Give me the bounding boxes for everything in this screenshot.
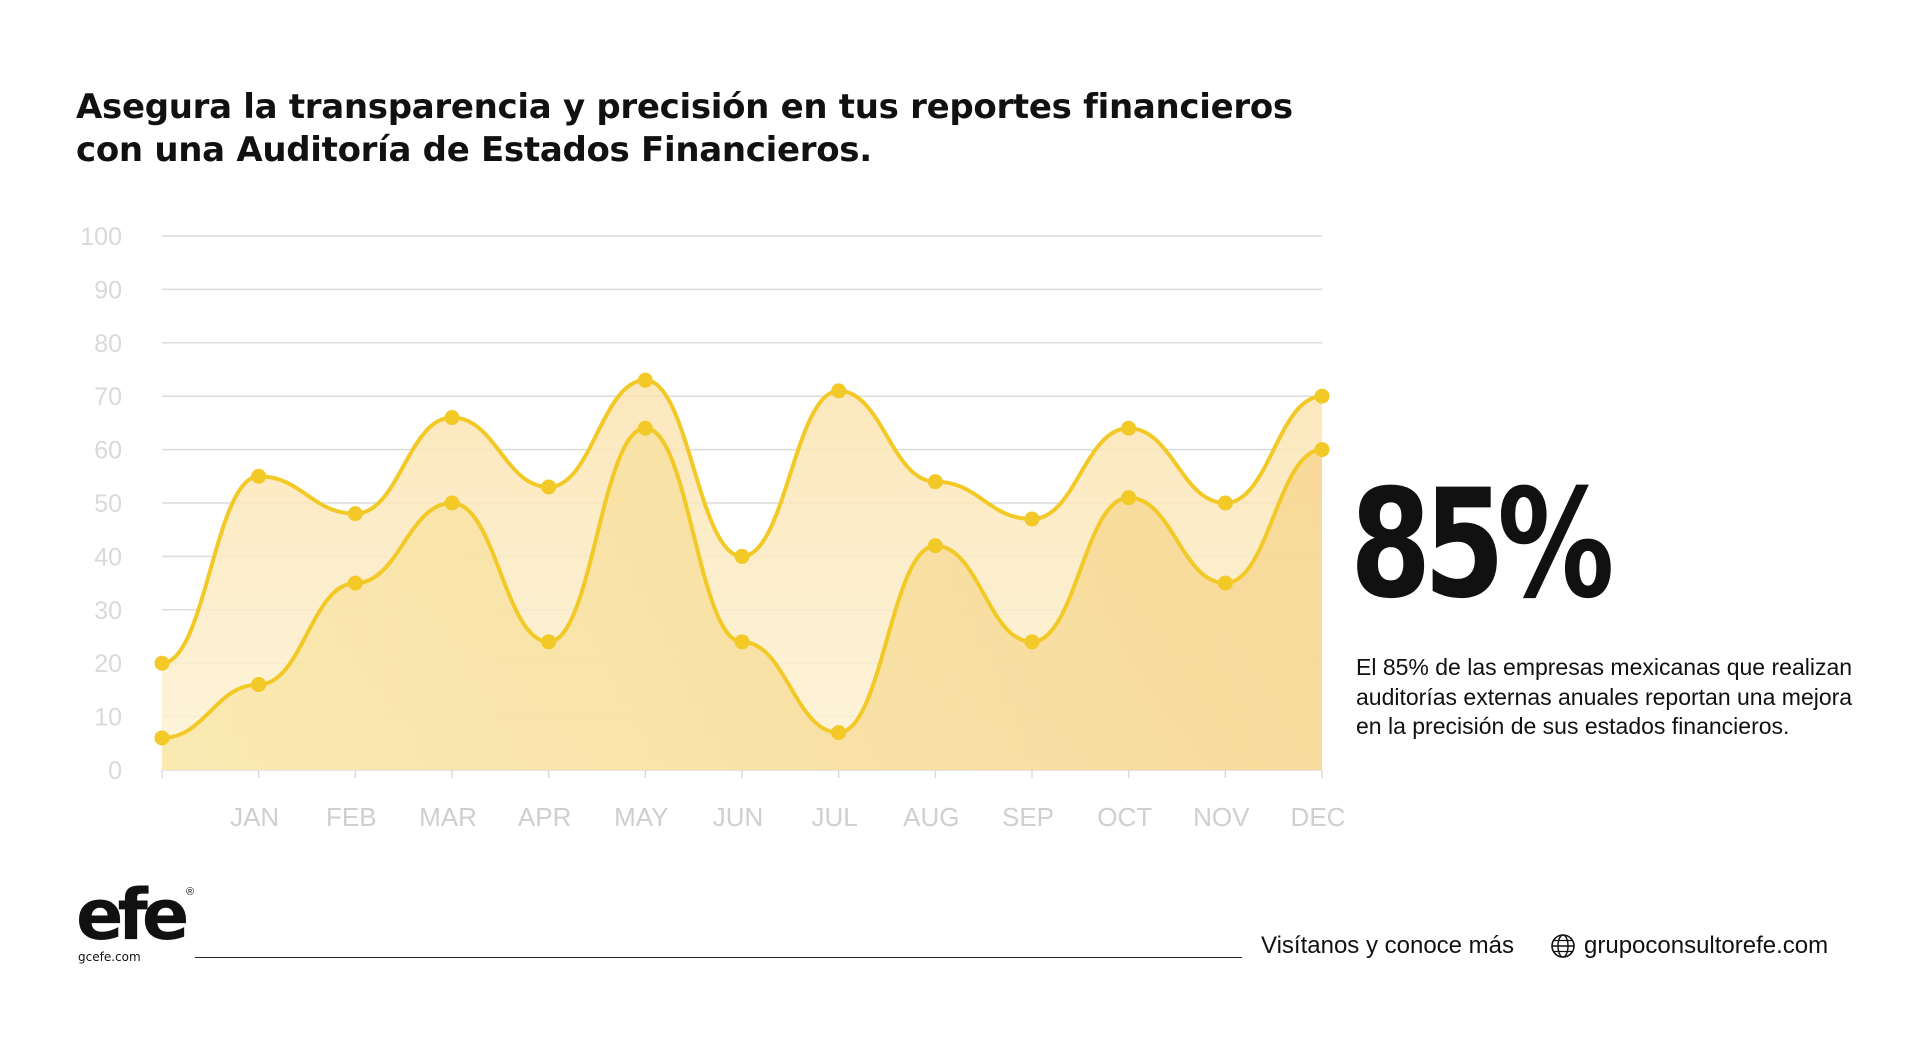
data-point [831,725,847,741]
x-tick-label: JUL [812,802,858,832]
data-point [251,468,267,484]
data-point [444,495,460,511]
x-axis-ticks: JAN FEB MAR APR MAY JUN JUL AUG SEP OCT NOV DEC [161,770,1346,832]
y-tick-label: 20 [94,650,122,678]
x-tick-label: SEP [1002,802,1054,832]
footer-cta: Visítanos y conoce más [1261,932,1515,959]
data-point [1121,420,1137,436]
company-logo[interactable]: efe ® gcefe.com [76,880,206,966]
series-2-area [162,428,1322,770]
data-point [734,548,750,564]
data-point [637,420,653,436]
data-point [541,479,557,495]
x-tick-label: DEC [1291,802,1346,832]
data-point [347,575,363,591]
stat-description: El 85% de las empresas mexicanas que rea… [1356,654,1853,739]
x-tick-label: FEB [326,802,377,832]
title-line-2: con una Auditoría de Estados Financieros… [76,130,872,170]
data-point [347,506,363,522]
y-tick-label: 100 [80,223,122,251]
logo-url: gcefe.com [78,950,141,964]
data-point [1217,575,1233,591]
data-point [1121,490,1137,506]
page-title: Asegura la transparencia y precisión en … [76,86,1296,172]
data-point [154,655,170,671]
data-point [1314,442,1330,458]
y-tick-label: 70 [94,383,122,411]
data-point [927,538,943,554]
footer-divider [195,957,1242,958]
y-tick-label: 80 [94,330,122,358]
series-points [154,372,1330,746]
y-tick-label: 50 [94,490,122,518]
y-tick-label: 40 [94,543,122,571]
y-tick-label: 30 [94,597,122,625]
x-tick-label: MAR [419,802,477,832]
data-point [927,474,943,490]
data-point [1024,634,1040,650]
website-link[interactable]: grupoconsultorefe.com [1550,932,1828,960]
x-tick-label: JAN [230,802,279,832]
data-point [831,383,847,399]
data-point [1217,495,1233,511]
x-tick-label: APR [518,802,571,832]
x-tick-label: OCT [1097,802,1152,832]
title-line-1: Asegura la transparencia y precisión en … [76,87,1293,127]
x-tick-label: MAY [614,802,668,832]
data-point [1314,388,1330,404]
y-axis-ticks: 0 10 20 30 40 50 60 70 80 90 100 [80,223,122,785]
x-tick-label: AUG [903,802,959,832]
y-tick-label: 90 [94,276,122,304]
data-point [637,372,653,388]
series-areas [162,380,1322,770]
data-point [541,634,557,650]
data-point [154,730,170,746]
x-tick-label: NOV [1193,802,1250,832]
data-point [1024,511,1040,527]
data-point [444,410,460,426]
logo-wordmark: efe [76,874,189,956]
globe-icon [1551,934,1575,958]
y-tick-label: 60 [94,437,122,465]
x-tick-label: JUN [713,802,764,832]
data-point [734,634,750,650]
stat-value: 85% [1350,458,1614,632]
y-tick-label: 10 [94,704,122,732]
registered-mark-icon: ® [186,886,195,898]
data-point [251,677,267,693]
website-text: grupoconsultorefe.com [1584,932,1829,959]
area-chart: 0 10 20 30 40 50 60 70 80 90 100 JAN FEB MAR APR MAY JU… [80,223,1346,832]
y-tick-label: 0 [108,757,122,785]
